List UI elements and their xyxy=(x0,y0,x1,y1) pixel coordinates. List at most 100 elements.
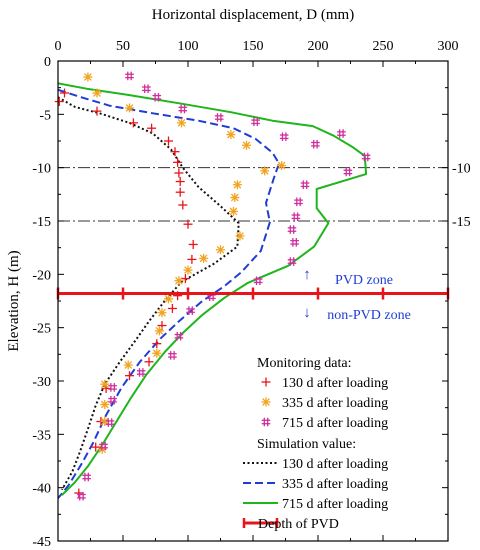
data-point xyxy=(183,265,193,275)
y-tick-label: -40 xyxy=(32,482,51,497)
y-tick-label: -15 xyxy=(32,215,51,230)
legend-label: 335 d after loading xyxy=(282,396,388,411)
axis-ticks xyxy=(57,60,449,542)
legend-item: 130 d after loading xyxy=(261,376,388,391)
data-point xyxy=(123,360,133,370)
data-point xyxy=(287,225,297,234)
simulation-line xyxy=(58,88,280,499)
data-point xyxy=(214,113,224,122)
data-point xyxy=(152,92,162,102)
data-point xyxy=(230,193,240,203)
y-tick-label: -20 xyxy=(32,268,51,283)
non-pvd-zone-label: non-PVD zone xyxy=(327,308,411,323)
data-point xyxy=(242,140,251,150)
x-tick-label: 300 xyxy=(438,39,459,54)
y-tick-label: -45 xyxy=(32,535,51,550)
data-point xyxy=(54,97,64,107)
data-point xyxy=(216,245,225,255)
data-point xyxy=(164,136,173,146)
legend-marker xyxy=(261,377,271,387)
data-point xyxy=(183,219,193,229)
x-axis-title: Horizontal displacement, D (mm) xyxy=(152,7,354,23)
y-tick-label: 0 xyxy=(44,55,51,70)
data-point xyxy=(157,308,167,318)
legend-marker xyxy=(261,417,271,427)
data-point xyxy=(232,180,242,190)
legend-item: Depth of PVD xyxy=(242,517,339,532)
x-tick-label: 50 xyxy=(116,39,130,54)
data-point xyxy=(164,294,173,304)
data-point xyxy=(100,399,110,409)
data-point xyxy=(168,351,177,360)
data-point xyxy=(128,118,138,128)
y-tick-labels: 0 -5 -10 -15 -20 -25 -30 -35 -40 -45 xyxy=(32,55,51,550)
data-point xyxy=(147,123,157,133)
data-point xyxy=(174,168,184,178)
legend-monitoring-header: Monitoring data: xyxy=(257,356,352,371)
data-point xyxy=(291,212,301,222)
data-point xyxy=(311,139,320,149)
y-tick-label: -25 xyxy=(32,322,51,337)
data-point xyxy=(343,167,353,177)
reference-lines xyxy=(58,167,448,222)
x-tick-labels: 0 50 100 150 200 250 300 xyxy=(55,39,459,54)
legend-item: 715 d after loading xyxy=(243,497,388,512)
y-tick-label: -5 xyxy=(39,108,51,123)
simulation-curves xyxy=(58,82,368,499)
data-point xyxy=(175,177,185,187)
data-point xyxy=(235,231,245,241)
data-point xyxy=(229,206,238,216)
data-point xyxy=(167,303,177,313)
data-point xyxy=(77,491,86,501)
data-point xyxy=(100,379,110,389)
legend-label: 715 d after loading xyxy=(282,497,388,512)
legend-item: 130 d after loading xyxy=(243,457,388,472)
data-point xyxy=(337,129,346,138)
reference-line-label: -10 xyxy=(452,162,471,177)
legend-label: Depth of PVD xyxy=(258,517,339,532)
data-point xyxy=(154,326,164,336)
data-point xyxy=(186,306,195,315)
data-point xyxy=(74,488,84,498)
x-tick-label: 250 xyxy=(373,39,394,54)
monitoring-markers xyxy=(54,71,371,501)
data-point xyxy=(91,442,101,452)
legend-marker xyxy=(261,397,271,407)
arrow-down-icon: ↓ xyxy=(303,305,311,321)
data-point xyxy=(82,472,91,482)
simulation-line xyxy=(58,82,368,496)
data-point xyxy=(187,254,197,264)
data-point xyxy=(294,197,303,207)
data-point xyxy=(260,166,270,176)
data-point xyxy=(152,339,162,349)
data-point xyxy=(125,371,134,381)
data-point xyxy=(152,348,162,358)
data-point xyxy=(125,71,134,81)
data-point xyxy=(177,118,186,128)
legend: Monitoring data: 130 d after loading 335 d… xyxy=(242,356,388,532)
legend-item: 335 d after loading xyxy=(261,396,388,411)
data-point xyxy=(173,157,183,167)
data-point xyxy=(105,418,115,427)
y-tick-label: -35 xyxy=(32,428,51,443)
data-point xyxy=(279,132,289,142)
pvd-zone-label: PVD zone xyxy=(335,273,393,288)
data-point xyxy=(175,187,185,197)
data-point xyxy=(178,200,188,210)
legend-label: 130 d after loading xyxy=(282,457,388,472)
data-point xyxy=(108,395,117,405)
data-point xyxy=(92,106,102,116)
data-point xyxy=(144,357,154,367)
simulation-line xyxy=(58,96,240,491)
y-tick-label: -30 xyxy=(32,375,51,390)
pvd-zone-annotation: ↑ PVD zone ↓ non-PVD zone xyxy=(303,267,411,323)
data-point xyxy=(142,84,151,94)
data-point xyxy=(125,103,134,113)
data-point xyxy=(174,276,184,286)
plot-frame xyxy=(57,60,449,542)
x-tick-label: 200 xyxy=(308,39,329,54)
data-point xyxy=(253,276,263,286)
data-point xyxy=(300,180,310,190)
legend-item: 715 d after loading xyxy=(261,416,388,431)
